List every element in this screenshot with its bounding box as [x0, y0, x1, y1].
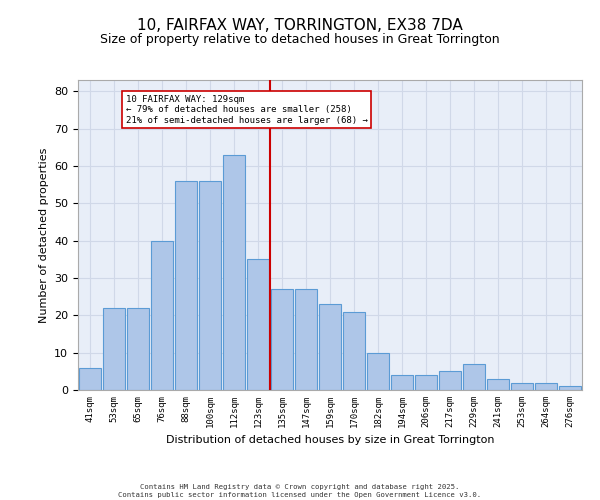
Bar [319, 304, 341, 390]
Bar [535, 382, 557, 390]
Bar [391, 375, 413, 390]
Y-axis label: Number of detached properties: Number of detached properties [38, 148, 49, 322]
Bar [199, 181, 221, 390]
Bar [343, 312, 365, 390]
Bar [103, 308, 125, 390]
Text: Size of property relative to detached houses in Great Torrington: Size of property relative to detached ho… [100, 32, 500, 46]
Bar [247, 260, 269, 390]
Bar [151, 240, 173, 390]
Bar [415, 375, 437, 390]
Text: Contains HM Land Registry data © Crown copyright and database right 2025.
Contai: Contains HM Land Registry data © Crown c… [118, 484, 482, 498]
Bar [367, 352, 389, 390]
X-axis label: Distribution of detached houses by size in Great Torrington: Distribution of detached houses by size … [166, 436, 494, 446]
Text: 10 FAIRFAX WAY: 129sqm
← 79% of detached houses are smaller (258)
21% of semi-de: 10 FAIRFAX WAY: 129sqm ← 79% of detached… [126, 95, 368, 124]
Bar [79, 368, 101, 390]
Bar [463, 364, 485, 390]
Bar [223, 154, 245, 390]
Bar [175, 181, 197, 390]
Bar [439, 372, 461, 390]
Bar [127, 308, 149, 390]
Bar [559, 386, 581, 390]
Bar [511, 382, 533, 390]
Bar [271, 289, 293, 390]
Bar [295, 289, 317, 390]
Text: 10, FAIRFAX WAY, TORRINGTON, EX38 7DA: 10, FAIRFAX WAY, TORRINGTON, EX38 7DA [137, 18, 463, 32]
Bar [487, 379, 509, 390]
